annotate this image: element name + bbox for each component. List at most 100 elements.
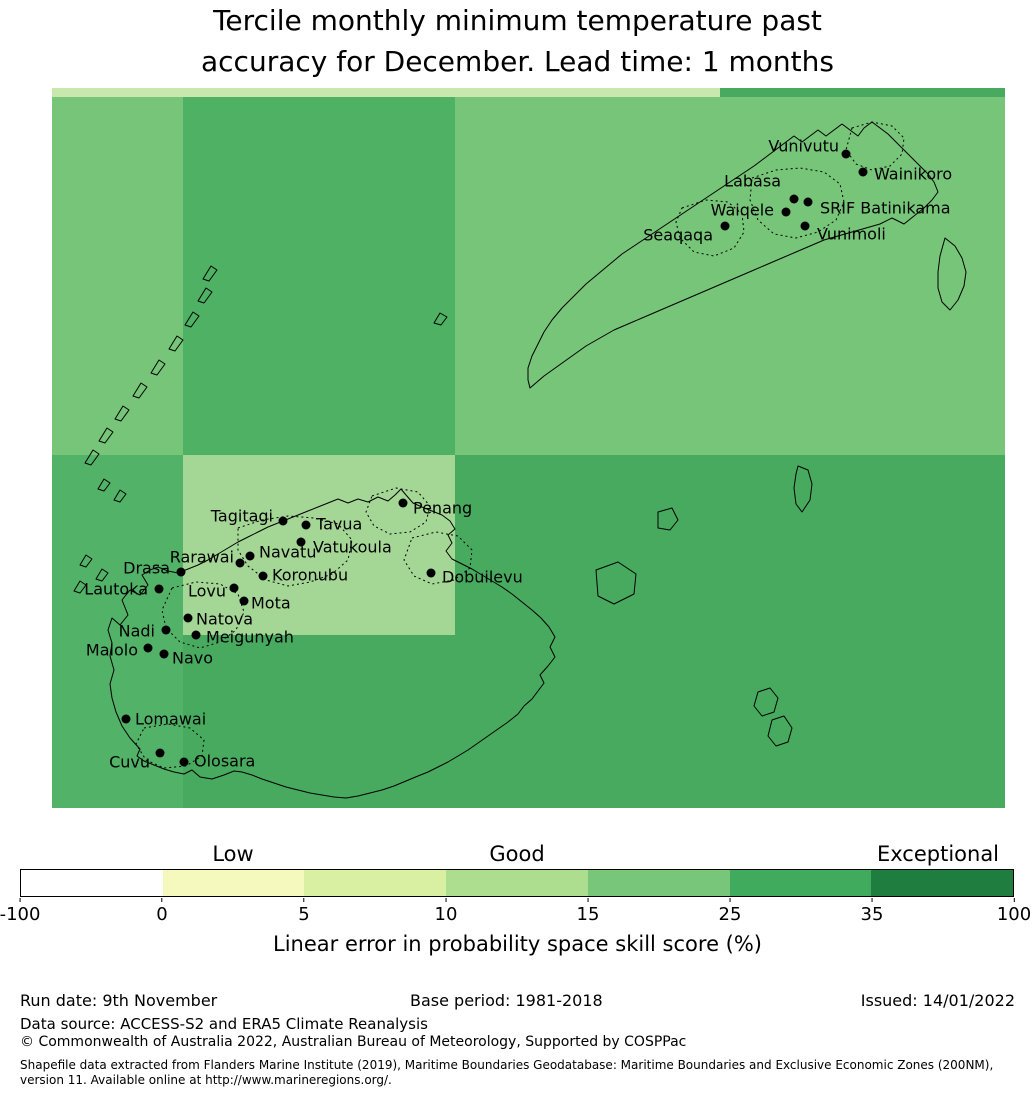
town-dot-natova	[183, 613, 193, 623]
colorbar-tick-35: 35	[860, 898, 884, 925]
town-label-vunivutu: Vunivutu	[768, 136, 839, 156]
town-label-meigunyah: Meigunyah	[206, 627, 294, 647]
town-dot-drasa	[176, 567, 186, 577]
tick-mark	[161, 898, 163, 902]
tile-top-strip	[52, 88, 720, 97]
town-dot-penang	[398, 498, 408, 508]
town-dot-vatukoula	[296, 537, 306, 547]
district-boundary	[403, 531, 473, 585]
town-dot-seaqaqa	[720, 221, 730, 231]
taveuni-outline	[937, 237, 967, 311]
town-label-koronubu: Koronubu	[272, 565, 349, 585]
map-outlines	[73, 121, 967, 799]
tick-value: 100	[996, 904, 1032, 925]
colorbar-tick-5: 5	[298, 898, 310, 925]
yasawa-island	[202, 265, 218, 282]
title-line-1: Tercile monthly minimum temperature past	[213, 4, 822, 37]
colorbar-segment-5-to-10	[304, 870, 447, 896]
colorbar-segment-10-to-15	[446, 870, 588, 896]
figure-title: Tercile monthly minimum temperature past…	[0, 0, 1035, 82]
colorbar-segment-25-to-35	[729, 870, 872, 896]
town-dot-waiqele	[781, 207, 791, 217]
colorbar-segment-35-to-100	[871, 870, 1014, 896]
town-label-lomawai: Lomawai	[135, 709, 207, 729]
town-dot-labasa	[789, 194, 799, 204]
colorbar-ticks: -100 0 5 10 15 25 35 100	[0, 898, 1031, 928]
island-coastlines	[73, 121, 967, 799]
tile-top-left	[52, 97, 183, 455]
mamanuca-island	[79, 554, 93, 568]
town-label-vunimoli: Vunimoli	[817, 224, 886, 244]
yasawa-island	[114, 405, 130, 422]
town-label-labasa: Labasa	[724, 171, 781, 191]
town-label-cuvu: Cuvu	[109, 752, 150, 772]
town-label-waiqele: Waiqele	[710, 200, 774, 220]
town-dot-dobuilevu	[426, 568, 436, 578]
mamanuca-island	[73, 580, 87, 594]
small-island	[657, 507, 679, 531]
town-label-rarawai: Rarawai	[169, 547, 234, 567]
tick-mark	[303, 898, 305, 902]
shapefile-attribution-line2: version 11. Available online at http://w…	[20, 1073, 392, 1087]
town-label-lovu: Lovu	[187, 581, 226, 601]
town-label-nadi: Nadi	[118, 621, 155, 641]
tick-value: -100	[0, 904, 41, 925]
town-dot-navo	[159, 649, 169, 659]
shapefile-attribution-line1: Shapefile data extracted from Flanders M…	[20, 1058, 994, 1072]
yasawa-island	[84, 449, 100, 466]
district-boundary	[135, 723, 205, 769]
town-dot-mota	[239, 596, 249, 606]
base-period: Base period: 1981-2018	[410, 991, 603, 1010]
colorbar-category-low: Low	[212, 842, 254, 866]
data-source: Data source: ACCESS-S2 and ERA5 Climate …	[20, 1015, 428, 1033]
district-boundary	[675, 199, 745, 257]
town-dot-tavua	[301, 520, 311, 530]
tick-value: 35	[860, 904, 884, 925]
small-island	[767, 715, 793, 747]
title-line-2: accuracy for December. Lead time: 1 mont…	[201, 45, 834, 78]
town-dot-navatu	[245, 551, 255, 561]
tick-mark	[445, 898, 447, 902]
town-label-tavua: Tavua	[316, 514, 363, 534]
town-label-lautoka: Lautoka	[84, 579, 148, 599]
town-label-drasa: Drasa	[123, 558, 170, 578]
run-date: Run date: 9th November	[20, 991, 218, 1010]
town-dot-malolo	[143, 643, 153, 653]
town-label-navatu: Navatu	[259, 542, 317, 562]
town-dot-koronubu	[258, 571, 268, 581]
district-boundary	[365, 487, 431, 535]
colorbar-tick-100: 100	[997, 898, 1031, 925]
colorbar-tick-10: 10	[434, 898, 458, 925]
town-label-vatukoula: Vatukoula	[313, 537, 392, 557]
tick-value: 5	[298, 904, 310, 925]
tile-top-right	[455, 97, 1005, 455]
tick-value: 10	[434, 904, 458, 925]
tick-mark	[1013, 898, 1015, 902]
colorbar-tick-0: 0	[156, 898, 168, 925]
district-boundary	[749, 167, 845, 239]
tick-mark	[729, 898, 731, 902]
yasawa-island	[150, 359, 166, 376]
colorbar-category-good: Good	[489, 842, 545, 866]
town-dot-meigunyah	[191, 630, 201, 640]
town-dot-wainikoro	[858, 167, 868, 177]
colorbar-segment-15-to-25	[587, 870, 730, 896]
small-island	[97, 478, 111, 492]
town-label-olosara: Olosara	[194, 751, 256, 771]
colorbar-tick--100: -100	[0, 898, 40, 925]
tick-value: 25	[718, 904, 742, 925]
town-label-seaqaqa: Seaqaqa	[643, 225, 713, 245]
town-label-wainikoro: Wainikoro	[874, 164, 953, 184]
town-label-penang: Penang	[413, 498, 473, 518]
town-dot-lautoka	[154, 584, 164, 594]
yasawa-island	[132, 382, 148, 399]
yasawa-island	[184, 311, 200, 328]
town-dot-cuvu	[155, 748, 165, 758]
town-dot-lovu	[229, 583, 239, 593]
colorbar-category-exceptional: Exceptional	[876, 842, 1000, 866]
town-markers: Vunivutu Wainikoro Labasa SRIF Batinikama Wa…	[52, 88, 1005, 808]
colorbar-segment-0-to-5	[162, 870, 305, 896]
yasawa-island	[98, 427, 114, 444]
issued-date: Issued: 14/01/2022	[860, 991, 1015, 1010]
